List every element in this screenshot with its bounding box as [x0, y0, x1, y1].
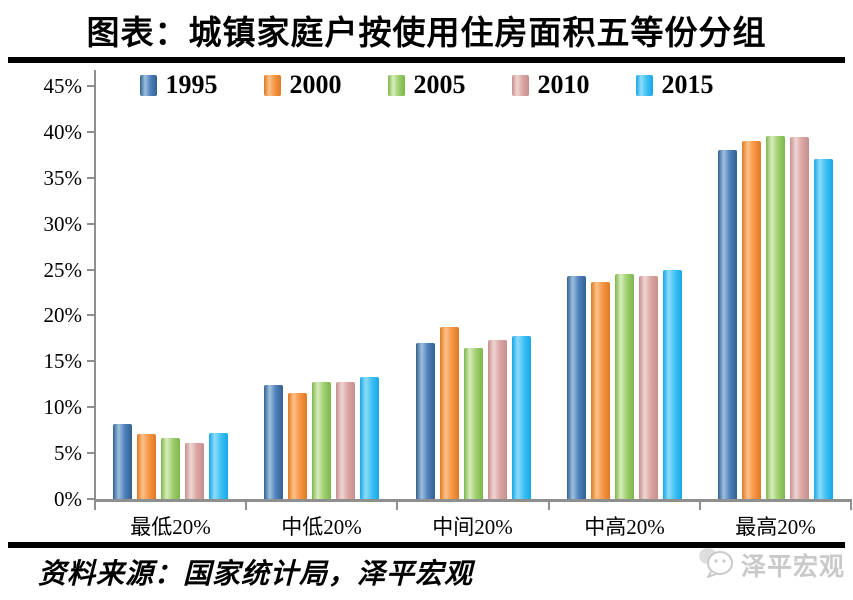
y-axis-label: 0%	[54, 487, 82, 511]
y-axis-label: 40%	[43, 120, 83, 144]
legend-item-1995: 1995	[139, 70, 218, 100]
x-axis-category-label: 中低20%	[281, 515, 362, 539]
x-axis-tick	[396, 502, 398, 510]
legend-swatch-icon	[263, 74, 281, 96]
bar-2010-中低20%	[336, 382, 355, 499]
legend-label: 2005	[413, 70, 466, 99]
bar-2015-中高20%	[663, 270, 682, 499]
bar-1995-中低20%	[264, 385, 283, 499]
legend-swatch-icon	[139, 74, 157, 96]
chart-title: 图表：城镇家庭户按使用住房面积五等份分组	[86, 16, 767, 52]
legend-swatch-icon	[387, 74, 405, 96]
bar-2005-中间20%	[464, 348, 483, 499]
y-axis-tick	[87, 131, 94, 133]
y-axis-tick	[87, 85, 94, 87]
legend-item-2015: 2015	[635, 70, 714, 100]
bar-1995-中高20%	[567, 276, 586, 499]
y-axis-label: 20%	[43, 303, 83, 327]
y-axis-label: 10%	[43, 395, 83, 419]
legend-label: 2000	[289, 70, 342, 99]
y-axis-tick	[87, 314, 94, 316]
chat-bubbles-icon	[697, 546, 737, 583]
y-axis-label: 30%	[43, 212, 83, 236]
bar-2010-最低20%	[185, 443, 204, 499]
bar-2000-中低20%	[288, 393, 307, 499]
x-axis-tick	[699, 502, 701, 510]
watermark-logo: 泽平宏观	[697, 546, 845, 583]
x-axis-tick	[548, 502, 550, 510]
legend-swatch-icon	[635, 74, 653, 96]
bar-2000-最高20%	[742, 141, 761, 499]
y-axis-label: 35%	[43, 166, 83, 190]
y-axis-tick	[87, 223, 94, 225]
plot-area	[95, 86, 851, 499]
y-axis-line	[94, 70, 96, 501]
x-axis-category-label: 中间20%	[432, 515, 513, 539]
bar-2010-中高20%	[639, 276, 658, 499]
x-axis-category-label: 最低20%	[130, 515, 211, 539]
bar-2000-最低20%	[137, 434, 156, 499]
y-axis-tick	[87, 360, 94, 362]
source-note: 资料来源：国家统计局，泽平宏观	[38, 559, 474, 590]
x-axis-line	[94, 499, 852, 502]
bar-2010-中间20%	[488, 340, 507, 499]
y-axis-label: 15%	[43, 349, 83, 373]
bar-2005-中高20%	[615, 274, 634, 499]
bar-2005-最高20%	[766, 136, 785, 499]
x-axis-tick	[850, 502, 852, 510]
bar-2015-最低20%	[209, 433, 228, 499]
legend-label: 2015	[661, 70, 714, 99]
y-axis-tick	[87, 406, 94, 408]
bar-1995-最高20%	[718, 150, 737, 499]
y-axis-tick	[87, 177, 94, 179]
chart-legend: 1995 2000 2005 2010 2015	[0, 70, 853, 100]
bar-2010-最高20%	[790, 137, 809, 499]
top-divider-line	[8, 57, 845, 63]
legend-label: 1995	[165, 70, 218, 99]
bar-1995-最低20%	[113, 424, 132, 499]
y-axis-tick	[87, 498, 94, 500]
bar-chart: 1995 2000 2005 2010 2015 0% 5% 10% 15% 20% 25% 30%…	[0, 70, 853, 539]
watermark-text: 泽平宏观	[740, 553, 845, 581]
bar-2005-中低20%	[312, 382, 331, 499]
bar-2000-中高20%	[591, 282, 610, 499]
legend-item-2010: 2010	[511, 70, 590, 100]
legend-item-2005: 2005	[387, 70, 466, 100]
bar-2000-中间20%	[440, 327, 459, 499]
x-axis-tick	[94, 502, 96, 510]
bar-2015-中间20%	[512, 336, 531, 499]
bar-2015-中低20%	[360, 377, 379, 499]
x-axis-category-label: 中高20%	[584, 515, 665, 539]
bar-1995-中间20%	[416, 343, 435, 499]
y-axis-tick	[87, 452, 94, 454]
x-axis-category-label: 最高20%	[735, 515, 816, 539]
y-axis-label: 45%	[43, 74, 83, 98]
y-axis-tick	[87, 269, 94, 271]
y-axis-label: 25%	[43, 258, 83, 282]
bottom-divider-line	[8, 542, 845, 548]
y-axis-label: 5%	[54, 441, 82, 465]
bar-2005-最低20%	[161, 438, 180, 499]
x-axis-tick	[245, 502, 247, 510]
legend-item-2000: 2000	[263, 70, 342, 100]
bar-2015-最高20%	[814, 159, 833, 499]
legend-label: 2010	[537, 70, 590, 99]
legend-swatch-icon	[511, 74, 529, 96]
